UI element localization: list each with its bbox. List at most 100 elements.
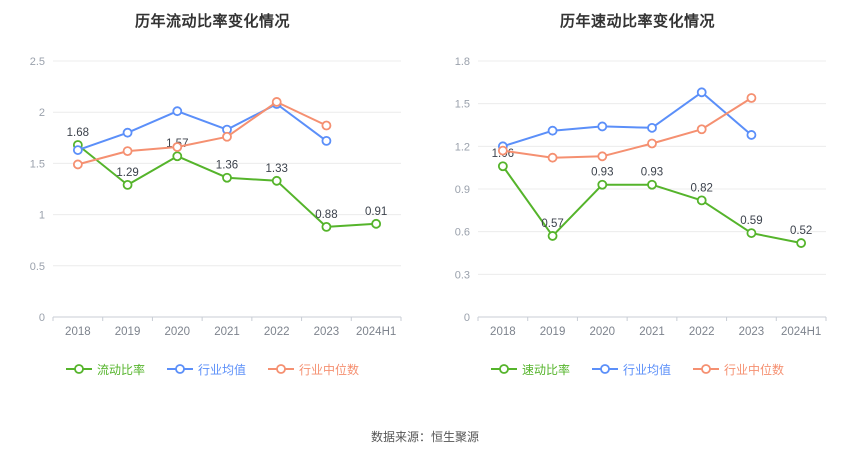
data-point-marker bbox=[72, 159, 83, 170]
y-tick-label: 2.5 bbox=[29, 56, 44, 68]
data-point-marker bbox=[646, 138, 657, 149]
data-point-label: 1.36 bbox=[215, 160, 237, 172]
data-point-marker bbox=[221, 172, 232, 183]
quick-ratio-chart: 历年速动比率变化情况 0 0.3 0.6 0.9 1.2 1.5 1.8 2018 2019 20… bbox=[425, 0, 850, 420]
x-tick-label: 2018 bbox=[490, 326, 516, 338]
legend-marker-icon bbox=[65, 364, 92, 374]
data-point-label: 0.91 bbox=[364, 206, 386, 218]
legend-marker-icon bbox=[693, 364, 719, 374]
data-point-marker bbox=[696, 195, 707, 206]
data-source-note: 数据来源：恒生聚源 bbox=[370, 430, 479, 444]
legend-label: 行业均值 bbox=[197, 362, 246, 377]
data-point-marker bbox=[746, 130, 756, 140]
x-tick-label: 2024H1 bbox=[355, 326, 395, 338]
quick-ratio-chart-title: 历年速动比率变化情况 bbox=[559, 13, 715, 30]
y-tick-label: 1.5 bbox=[454, 99, 469, 111]
legend-label: 行业中位数 bbox=[724, 362, 785, 377]
y-tick-label: 1 bbox=[38, 210, 44, 222]
data-point-marker bbox=[547, 231, 557, 241]
data-point-marker bbox=[596, 179, 607, 190]
legend-marker-icon bbox=[166, 364, 193, 374]
data-point-marker bbox=[696, 87, 707, 98]
y-tick-label: 1.5 bbox=[29, 158, 44, 170]
data-point-marker bbox=[497, 161, 508, 172]
data-point-label: 0.82 bbox=[690, 182, 712, 194]
data-point-label: 0.88 bbox=[315, 209, 337, 221]
legend-marker-icon bbox=[591, 364, 618, 374]
data-point-marker bbox=[271, 97, 282, 107]
data-point-label: 0.93 bbox=[640, 167, 662, 179]
data-point-marker bbox=[122, 146, 132, 157]
data-point-marker bbox=[370, 218, 381, 229]
y-tick-label: 0 bbox=[463, 312, 469, 324]
x-tick-label: 2020 bbox=[164, 326, 190, 338]
legend-label: 流动比率 bbox=[96, 362, 145, 377]
data-point-marker bbox=[321, 221, 331, 232]
x-tick-label: 2021 bbox=[214, 326, 240, 338]
data-point-marker bbox=[795, 238, 806, 248]
data-point-label: 0.59 bbox=[740, 215, 762, 227]
legend-item-0[interactable]: 流动比率 bbox=[65, 361, 145, 378]
quick-ratio-legend: 速动比率 行业均值 行业中位数 bbox=[490, 357, 784, 381]
x-tick-label: 2020 bbox=[589, 326, 615, 338]
data-point-marker bbox=[221, 131, 232, 142]
y-tick-label: 1.8 bbox=[454, 56, 469, 68]
data-point-marker bbox=[646, 179, 657, 190]
x-tick-label: 2021 bbox=[639, 326, 665, 338]
x-tick-label: 2023 bbox=[738, 326, 764, 338]
data-point-marker bbox=[271, 175, 282, 186]
data-point-marker bbox=[746, 228, 756, 238]
x-tick-label: 2019 bbox=[539, 326, 565, 338]
series-line bbox=[501, 97, 752, 159]
data-point-marker bbox=[122, 180, 132, 190]
data-point-label: 0.57 bbox=[541, 218, 563, 230]
series-line bbox=[501, 91, 752, 148]
x-tick-label: 2024H1 bbox=[780, 326, 820, 338]
x-tick-label: 2022 bbox=[263, 326, 289, 338]
series-line bbox=[76, 101, 327, 166]
data-point-label: 1.68 bbox=[66, 127, 88, 139]
y-tick-label: 0.9 bbox=[454, 184, 469, 196]
legend-marker-icon bbox=[490, 364, 517, 374]
y-tick-label: 2 bbox=[38, 107, 44, 119]
current-ratio-plot: 0 0.5 1 1.5 2 2.5 2018 2019 2020 2021 2022 2023 2024… bbox=[29, 56, 401, 338]
y-tick-label: 0.6 bbox=[454, 227, 469, 239]
x-tick-label: 2022 bbox=[688, 326, 714, 338]
quick-ratio-plot: 0 0.3 0.6 0.9 1.2 1.5 1.8 2018 2019 2020 2021 2022 2… bbox=[454, 56, 826, 338]
data-point-marker bbox=[746, 93, 756, 103]
data-point-marker bbox=[596, 151, 607, 162]
legend-item-2[interactable]: 行业中位数 bbox=[693, 361, 784, 378]
data-point-marker bbox=[171, 151, 182, 162]
data-point-marker bbox=[596, 121, 607, 132]
data-point-marker bbox=[497, 145, 508, 156]
legend-item-0[interactable]: 速动比率 bbox=[490, 361, 570, 378]
data-point-marker bbox=[321, 135, 331, 146]
y-tick-label: 1.2 bbox=[454, 141, 469, 153]
legend-item-2[interactable]: 行业中位数 bbox=[268, 361, 359, 378]
current-ratio-chart: 历年流动比率变化情况 0 0.5 1 1.5 2 2.5 2018 2019 2020 2021 2… bbox=[0, 0, 425, 420]
data-point-marker bbox=[547, 152, 557, 163]
data-point-marker bbox=[547, 125, 557, 136]
current-ratio-legend: 流动比率 行业均值 行业中位数 bbox=[65, 357, 359, 381]
x-tick-label: 2018 bbox=[65, 326, 91, 338]
data-point-label: 0.93 bbox=[591, 167, 613, 179]
legend-marker-icon bbox=[268, 364, 294, 374]
current-ratio-chart-title: 历年流动比率变化情况 bbox=[134, 13, 290, 30]
x-tick-label: 2023 bbox=[313, 326, 339, 338]
series-line bbox=[76, 103, 327, 152]
data-point-label: 1.29 bbox=[116, 167, 138, 179]
data-point-marker bbox=[171, 106, 182, 117]
data-point-marker bbox=[321, 120, 331, 131]
data-point-marker bbox=[122, 127, 132, 138]
data-point-label: 0.52 bbox=[789, 225, 811, 237]
data-point-marker bbox=[646, 122, 657, 133]
y-tick-label: 0.3 bbox=[454, 269, 469, 281]
data-point-marker bbox=[171, 142, 182, 152]
legend-item-1[interactable]: 行业均值 bbox=[591, 361, 671, 378]
data-point-marker bbox=[72, 145, 83, 155]
legend-label: 速动比率 bbox=[521, 362, 570, 377]
data-point-label: 1.33 bbox=[265, 163, 287, 175]
legend-item-1[interactable]: 行业均值 bbox=[166, 361, 246, 378]
legend-label: 行业均值 bbox=[622, 362, 671, 377]
